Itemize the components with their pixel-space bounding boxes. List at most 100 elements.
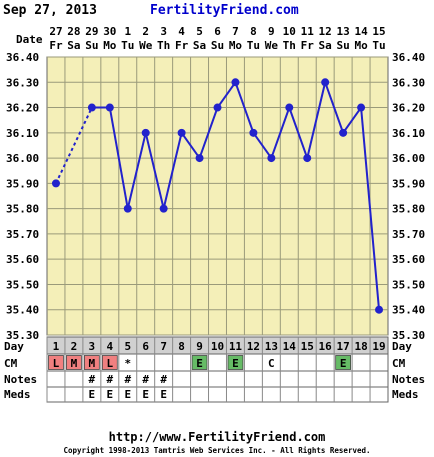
weekday-label: Th [157, 39, 170, 52]
y-tick-label-left: 35.60 [6, 253, 39, 266]
y-tick-label-left: 35.70 [6, 228, 39, 241]
cycle-day-label: 4 [107, 340, 114, 353]
cycle-day-label: 10 [211, 340, 224, 353]
meds-cell-text: E [160, 388, 167, 401]
y-tick-label-right: 36.20 [392, 102, 425, 115]
weekday-label: Tu [247, 39, 260, 52]
cm-cell-text: C [268, 357, 275, 370]
cm-cell-marker [83, 355, 100, 370]
series-segment [234, 81, 255, 134]
cycle-day-label: 1 [53, 340, 60, 353]
cm-cell-marker [335, 355, 352, 370]
cycle-day-label: 8 [178, 340, 185, 353]
temperature-point [105, 103, 114, 112]
weekday-label: Sa [319, 39, 332, 52]
cycle-day-label: 17 [337, 340, 350, 353]
cm-cell-marker [191, 355, 208, 370]
y-tick-label-left: 35.40 [6, 304, 39, 317]
y-tick-label-right: 36.00 [392, 152, 425, 165]
date-label: 13 [337, 25, 350, 38]
y-tick-label-left: 36.10 [6, 127, 39, 140]
temperature-point [51, 179, 60, 188]
cycle-day-label: 2 [71, 340, 78, 353]
weekday-label: We [139, 39, 153, 52]
cm-row-label-right: CM [392, 357, 406, 370]
series-segment [126, 132, 147, 209]
cycle-day-label: 6 [142, 340, 149, 353]
temperature-point [339, 128, 348, 137]
weekday-label: Mo [229, 39, 243, 52]
temperature-point [141, 128, 150, 137]
temperature-point [267, 154, 276, 163]
notes-row-label: Notes [4, 373, 37, 386]
series-segment [180, 132, 201, 159]
date-label: 3 [160, 25, 167, 38]
temperature-point [249, 128, 258, 137]
meds-cell-text: E [89, 388, 96, 401]
chart-date: Sep 27, 2013 [3, 3, 97, 18]
notes-row-label-right: Notes [392, 373, 425, 386]
weekday-label: Th [283, 39, 296, 52]
series-segment [324, 81, 345, 134]
date-label: 27 [49, 25, 62, 38]
footer-url[interactable]: http://www.FertilityFriend.com [108, 430, 326, 444]
series-segment [162, 132, 183, 209]
y-tick-label-right: 35.60 [392, 253, 425, 266]
date-label: 11 [301, 25, 315, 38]
y-tick-label-left: 35.30 [6, 329, 39, 342]
temperature-point [321, 78, 330, 87]
weekday-label: Su [85, 39, 98, 52]
y-tick-label-left: 36.40 [6, 51, 39, 64]
date-label: 5 [196, 25, 203, 38]
series-segment [252, 132, 273, 159]
weekday-label: Tu [372, 39, 385, 52]
series-segment [360, 107, 381, 310]
cycle-day-label: 3 [89, 340, 96, 353]
date-label: 30 [103, 25, 116, 38]
date-label: 10 [283, 25, 296, 38]
day-row-label: Day [4, 340, 24, 353]
cycle-day-label: 14 [283, 340, 297, 353]
series-segment [306, 82, 327, 159]
temperature-point [213, 103, 222, 112]
y-tick-label-right: 36.30 [392, 76, 425, 89]
y-tick-label-left: 36.20 [6, 102, 39, 115]
cm-cell-marker [48, 355, 64, 370]
series-segment [216, 81, 237, 109]
weekday-label: Su [211, 39, 224, 52]
date-label: 29 [85, 25, 98, 38]
series-segment [342, 106, 362, 134]
cm-row-label: CM [4, 357, 18, 370]
weekday-label: Mo [354, 39, 368, 52]
cycle-day-label: 19 [372, 340, 385, 353]
notes-row [46, 370, 389, 388]
meds-cell-text: E [124, 388, 131, 401]
y-tick-label-right: 36.10 [392, 127, 425, 140]
y-tick-label-right: 35.50 [392, 278, 425, 291]
cm-cell-marker [101, 355, 118, 370]
cm-cell-text: M [89, 357, 96, 370]
cycle-day-label: 13 [265, 340, 278, 353]
date-label: 4 [178, 25, 185, 38]
cycle-day-label: 15 [301, 340, 314, 353]
notes-cell-text: # [160, 373, 167, 386]
cycle-day-label: 18 [354, 340, 367, 353]
site-name-link[interactable]: FertilityFriend.com [150, 3, 299, 18]
series-segment [198, 107, 219, 159]
weekday-label: We [265, 39, 279, 52]
meds-row-label: Meds [4, 388, 31, 401]
cm-cell-text: E [340, 357, 347, 370]
meds-cell-text: E [107, 388, 114, 401]
date-label: 1 [124, 25, 131, 38]
temperature-point [123, 204, 132, 213]
y-tick-label-left: 36.30 [6, 76, 39, 89]
series-segment [270, 107, 291, 159]
date-label: 2 [142, 25, 149, 38]
series-segment [108, 107, 129, 209]
day-row-label-right: Day [392, 340, 412, 353]
y-tick-label-right: 35.30 [392, 329, 425, 342]
temperature-point [375, 305, 384, 314]
series-segment [288, 107, 309, 159]
weekday-label: Sa [193, 39, 206, 52]
weekday-label: Fr [175, 39, 189, 52]
